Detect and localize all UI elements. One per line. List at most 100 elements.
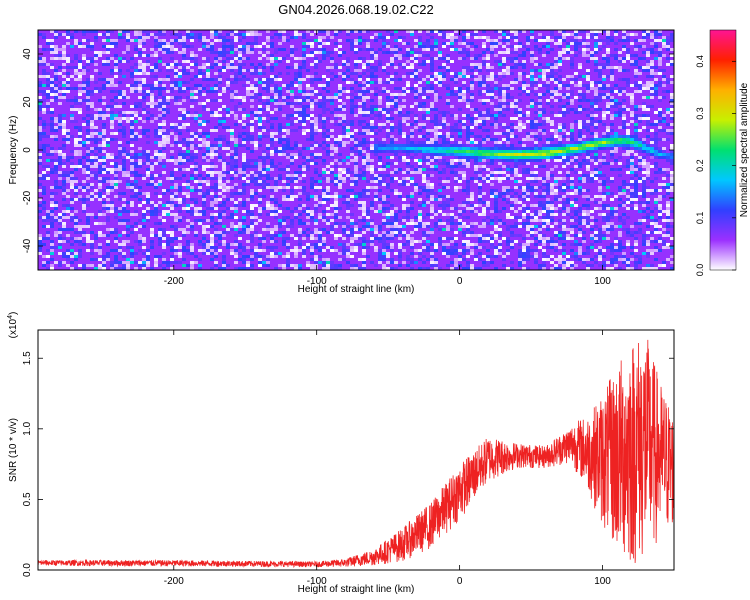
heatmap-cell [82, 84, 86, 87]
heatmap-cell [398, 54, 402, 57]
heatmap-cell [238, 231, 242, 234]
heatmap-cell [198, 180, 202, 183]
heatmap-cell [438, 204, 442, 207]
heatmap-cell [370, 180, 374, 183]
heatmap-cell [346, 252, 350, 255]
heatmap-cell [218, 48, 222, 51]
heatmap-cell [170, 255, 174, 258]
heatmap-cell [250, 42, 254, 45]
heatmap-cell [106, 189, 110, 192]
heatmap-cell [410, 192, 414, 195]
heatmap-cell [370, 186, 374, 189]
heatmap-cell [422, 126, 426, 129]
heatmap-cell [430, 84, 434, 87]
heatmap-cell [234, 267, 238, 270]
heatmap-cell [82, 99, 86, 102]
heatmap-cell [414, 117, 418, 120]
heatmap-cell [406, 264, 410, 267]
heatmap-cell [466, 225, 470, 228]
heatmap-cell [62, 129, 66, 132]
heatmap-cell [310, 78, 314, 81]
heatmap-cell [490, 174, 494, 177]
heatmap-cell [418, 216, 422, 219]
heatmap-cell [386, 234, 390, 237]
heatmap-cell [318, 120, 322, 123]
heatmap-cell [142, 246, 146, 249]
heatmap-cell [206, 132, 210, 135]
heatmap-cell [206, 90, 210, 93]
heatmap-cell [298, 120, 302, 123]
heatmap-cell [286, 114, 290, 117]
heatmap-cell [222, 264, 226, 267]
heatmap-cell [150, 102, 154, 105]
heatmap-cell [286, 144, 290, 147]
heatmap-cell [346, 207, 350, 210]
heatmap-cell [122, 192, 126, 195]
heatmap-cell [390, 99, 394, 102]
heatmap-cell [274, 234, 278, 237]
heatmap-cell [426, 201, 430, 204]
heatmap-cell [46, 42, 50, 45]
heatmap-cell [470, 252, 474, 255]
heatmap-cell [442, 195, 446, 198]
heatmap-cell [82, 156, 86, 159]
heatmap-cell [442, 150, 446, 153]
heatmap-cell [190, 69, 194, 72]
heatmap-cell [266, 228, 270, 231]
heatmap-cell [386, 225, 390, 228]
heatmap-cell [442, 201, 446, 204]
heatmap-cell [246, 123, 250, 126]
heatmap-cell [298, 198, 302, 201]
heatmap-cell [398, 180, 402, 183]
heatmap-cell [338, 93, 342, 96]
heatmap-cell [366, 42, 370, 45]
heatmap-cell [230, 252, 234, 255]
heatmap-cell [142, 39, 146, 42]
heatmap-cell [58, 252, 62, 255]
heatmap-cell [346, 123, 350, 126]
heatmap-cell [270, 195, 274, 198]
heatmap-cell [202, 120, 206, 123]
heatmap-cell [310, 249, 314, 252]
heatmap-cell [406, 207, 410, 210]
heatmap-cell [446, 111, 450, 114]
heatmap-cell [402, 207, 406, 210]
heatmap-cell [122, 255, 126, 258]
heatmap-cell [490, 261, 494, 264]
heatmap-cell [210, 48, 214, 51]
heatmap-cell [438, 54, 442, 57]
heatmap-cell [190, 222, 194, 225]
heatmap-cell [278, 147, 282, 150]
heatmap-cell [486, 69, 490, 72]
heatmap-cell [150, 180, 154, 183]
heatmap-cell [322, 102, 326, 105]
heatmap-cell [86, 264, 90, 267]
heatmap-cell [458, 177, 462, 180]
heatmap-cell [406, 138, 410, 141]
heatmap-cell [470, 192, 474, 195]
heatmap-cell [254, 87, 258, 90]
heatmap-cell [242, 117, 246, 120]
heatmap-cell [478, 258, 482, 261]
heatmap-cell [94, 36, 98, 39]
heatmap-cell [258, 201, 262, 204]
heatmap-cell [438, 150, 442, 153]
heatmap-cell [354, 105, 358, 108]
heatmap-cell [450, 39, 454, 42]
heatmap-cell [442, 186, 446, 189]
heatmap-cell [38, 237, 42, 240]
heatmap-cell [206, 150, 210, 153]
heatmap-cell [410, 135, 414, 138]
heatmap-cell [430, 144, 434, 147]
heatmap-cell [410, 87, 414, 90]
heatmap-cell [470, 243, 474, 246]
heatmap-cell [46, 210, 50, 213]
heatmap-cell [90, 159, 94, 162]
heatmap-cell [418, 144, 422, 147]
heatmap-cell [462, 114, 466, 117]
heatmap-cell [354, 72, 358, 75]
heatmap-cell [386, 102, 390, 105]
heatmap-cell [458, 132, 462, 135]
heatmap-cell [50, 171, 54, 174]
heatmap-cell [442, 204, 446, 207]
